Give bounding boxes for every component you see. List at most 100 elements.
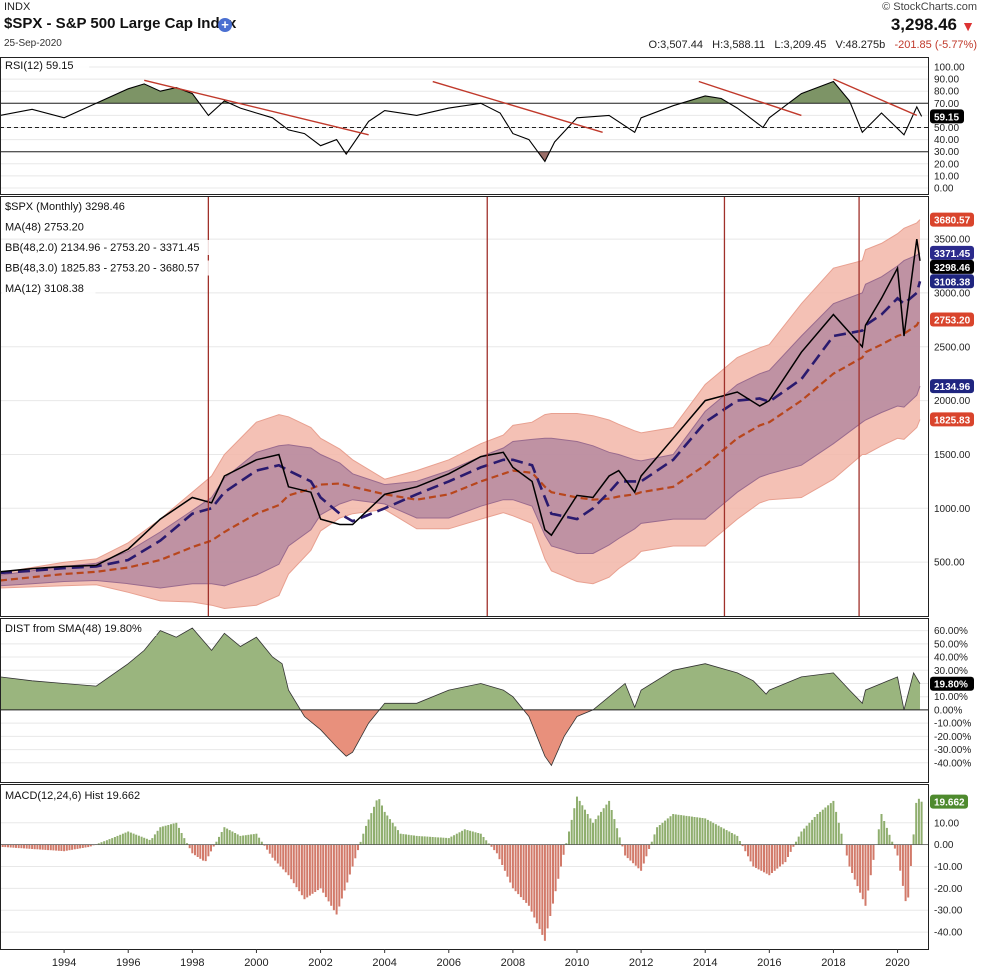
macd-hist-bar: [455, 833, 458, 845]
price-tag-0: 3680.57: [930, 212, 974, 227]
chart-title: $SPX - S&P 500 Large Cap Index: [4, 15, 237, 32]
macd-hist-bar: [105, 840, 108, 845]
macd-hist-bar: [600, 811, 602, 845]
macd-hist-bar: [642, 844, 645, 864]
macd-hist-bar: [314, 844, 317, 892]
copyright-text[interactable]: © StockCharts.com: [882, 1, 977, 13]
ma48-line: [0, 318, 921, 582]
macd-current-tag: 19.662: [930, 794, 968, 809]
macd-hist-bar: [821, 809, 824, 845]
macd-hist-bar: [437, 837, 440, 845]
macd-hist-bar: [282, 844, 285, 870]
macd-hist-bar: [442, 837, 445, 845]
macd-hist-bar: [137, 835, 140, 845]
x-axis-label: 2006: [437, 957, 461, 969]
macd-hist-bar: [872, 844, 875, 860]
macd-hist-bar: [196, 844, 199, 857]
macd-hist-bar: [658, 825, 661, 845]
macd-hist-bar: [920, 801, 923, 845]
macd-hist-bar: [725, 830, 728, 845]
macd-hist-bar: [701, 818, 704, 845]
chart-header: INDX $SPX - S&P 500 Large Cap Index + 25…: [0, 0, 981, 56]
macd-hist-bar: [859, 844, 862, 893]
macd-hist-bar: [883, 821, 886, 845]
macd-hist-bar: [891, 841, 894, 845]
add-to-list-icon[interactable]: +: [218, 18, 232, 32]
macd-hist-bar: [797, 836, 800, 845]
macd-hist-bar: [656, 827, 659, 845]
macd-hist-bar: [522, 844, 525, 900]
x-axis-label: 2002: [308, 957, 332, 969]
macd-hist-bar: [228, 830, 231, 845]
macd-hist-bar: [335, 844, 338, 915]
macd-hist-bar: [31, 844, 34, 849]
macd-hist-bar: [792, 844, 795, 847]
macd-hist-bar: [776, 844, 779, 869]
price-legend-2: BB(48,2.0) 2134.96 - 2753.20 - 3371.45: [5, 242, 199, 254]
macd-hist-bar: [52, 844, 55, 851]
macd-hist-bar: [290, 844, 293, 880]
macd-hist-bar: [463, 829, 466, 845]
macd-hist-bar: [901, 844, 904, 886]
macd-hist-bar: [827, 805, 830, 845]
macd-hist-bar: [546, 844, 549, 929]
macd-hist-bar: [624, 844, 627, 856]
macd-hist-bar: [722, 828, 725, 845]
macd-hist-bar: [621, 844, 624, 847]
macd-hist-bar: [616, 828, 619, 845]
macd-hist-bar: [327, 844, 330, 902]
macd-hist-bar: [418, 836, 421, 845]
rsi-tick-label: 50.00: [934, 123, 959, 134]
macd-tick-label: -40.00: [934, 928, 963, 939]
rsi-tick-label: 0.00: [934, 184, 954, 195]
macd-hist-bar: [4, 844, 7, 848]
macd-hist-bar: [589, 818, 592, 845]
macd-hist-bar: [218, 836, 220, 845]
price-tag-5-text: 2134.96: [934, 382, 971, 393]
macd-hist-bar: [445, 837, 448, 845]
macd-hist-bar: [562, 844, 565, 855]
macd-hist-bar: [268, 844, 271, 854]
macd-hist-bar: [533, 844, 536, 918]
macd-hist-bar: [672, 814, 675, 845]
macd-hist-bar: [300, 844, 303, 896]
macd-hist-bar: [565, 843, 568, 845]
macd-hist-bar: [864, 844, 867, 906]
macd-current-tag-text: 19.662: [934, 798, 965, 809]
price-tag-0-bg: [930, 212, 974, 227]
price-tag-0-text: 3680.57: [934, 216, 971, 227]
macd-legend: MACD(12,24,6) Hist 19.662: [5, 790, 140, 802]
macd-tick-label: -20.00: [934, 884, 963, 895]
price-tag-3: 3108.38: [930, 274, 974, 289]
macd-hist-bar: [383, 811, 386, 845]
dist-current-tag: 19.80%: [930, 676, 974, 691]
macd-hist-bar: [495, 844, 498, 854]
macd-hist-bar: [728, 831, 731, 845]
macd-hist-bar: [763, 844, 765, 873]
macd-hist-bar: [509, 844, 512, 883]
macd-hist-bar: [378, 799, 381, 845]
macd-hist-bar: [156, 830, 159, 845]
macd-hist-bar: [450, 836, 453, 845]
macd-hist-bar: [234, 833, 237, 845]
macd-hist-bar: [71, 844, 74, 850]
macd-hist-bar: [479, 833, 482, 845]
dist-tick-label: 60.00%: [934, 626, 968, 637]
macd-hist-bar: [175, 822, 178, 845]
macd-hist-bar: [453, 835, 456, 845]
macd-hist-bar: [407, 834, 410, 845]
macd-hist-bar: [306, 844, 309, 898]
macd-hist-bar: [650, 841, 653, 845]
macd-hist-bar: [242, 835, 245, 845]
macd-hist-bar: [629, 844, 632, 861]
macd-hist-bar: [357, 844, 359, 851]
macd-hist-bar: [880, 814, 883, 845]
macd-hist-bar: [20, 844, 23, 849]
macd-hist-bar: [586, 814, 589, 845]
macd-hist-bar: [204, 844, 207, 862]
price-tag-6-text: 1825.83: [934, 415, 971, 426]
dist-legend: DIST from SMA(48) 19.80%: [5, 623, 142, 635]
macd-hist-bar: [466, 830, 469, 845]
macd-hist-bar: [316, 844, 319, 891]
